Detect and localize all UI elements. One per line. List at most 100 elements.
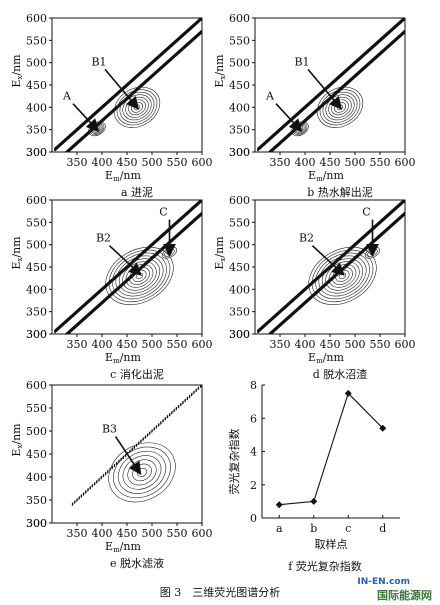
y-axis-label: Ex/nm <box>10 423 24 457</box>
y-axis-label-rest: /nm <box>10 423 23 445</box>
y-axis-label-rest: /nm <box>10 54 23 76</box>
y-tick-label: 300 <box>26 517 47 530</box>
x-tick-label: 450 <box>320 338 341 351</box>
panel-f: 0 2 4 6 8 a b c d 取样点 荧光复杂指数 f 荧光复杂指数 <box>227 379 400 573</box>
contour-line <box>105 246 174 305</box>
x-axis-label: Em/nm <box>105 540 141 554</box>
x-axis-label-rest: /nm <box>120 169 142 182</box>
scatter-band-line <box>66 213 202 334</box>
figure-caption: 图 3 三维荧光图谱分析 <box>159 586 281 599</box>
contour-line <box>331 99 349 116</box>
x-tick-label: 550 <box>167 527 188 540</box>
y-tick-label: 450 <box>26 448 47 461</box>
contour-group-c <box>53 200 202 334</box>
y-tick-label: 600 <box>229 194 250 207</box>
annotation-arrow <box>114 435 142 476</box>
contour-line <box>122 455 162 490</box>
x-tick-label: 350 <box>270 338 291 351</box>
annotation-arrow <box>104 68 140 110</box>
watermark-bottom: 国际能源网 <box>377 589 432 602</box>
y-tick-label: 2 <box>250 479 257 492</box>
y-axis-label: Ex/nm <box>10 54 24 88</box>
contour-line <box>119 91 155 123</box>
x-tick-label: 600 <box>192 338 213 351</box>
y-tick-label: 300 <box>26 328 47 341</box>
contour-line <box>112 252 167 300</box>
y-tick-label: 300 <box>26 517 47 530</box>
annotation-arrow <box>72 103 100 133</box>
x-axis-label: Em/nm <box>105 169 141 183</box>
annotation-label-B2: B2 <box>96 232 111 245</box>
panel-caption-f: f 荧光复杂指数 <box>288 559 362 573</box>
y-axis-label: Ex/nm <box>213 54 227 88</box>
x-tick-label: 500 <box>142 338 163 351</box>
x-tick-label: 350 <box>67 527 88 540</box>
contour-group-d <box>256 200 405 334</box>
annotation-arrow <box>108 245 142 276</box>
x-axis-label-sub: m <box>113 357 120 365</box>
y-tick-label: 4 <box>250 446 257 459</box>
panel-caption-a: a 进泥 <box>121 186 153 199</box>
contour-group-a <box>53 18 202 152</box>
x-tick-label: 500 <box>345 156 366 169</box>
x-axis-label-rest: /nm <box>120 540 142 553</box>
contour-line <box>318 255 367 297</box>
contour-line <box>311 249 374 303</box>
x-axis-label-sub: m <box>113 175 120 183</box>
y-tick-label: 550 <box>26 216 47 229</box>
contour-line <box>132 269 147 282</box>
x-tick-label: 550 <box>167 338 188 351</box>
panel-caption-d: d 脱水沼渣 <box>313 367 368 381</box>
x-tick-label: 600 <box>395 338 416 351</box>
contour-line <box>115 255 164 297</box>
contour-line <box>116 89 158 126</box>
x-tick-label: 550 <box>370 338 391 351</box>
contour-line <box>128 99 146 116</box>
contour-line <box>319 89 361 126</box>
y-tick-label: 450 <box>229 79 250 92</box>
contour-line <box>316 86 364 128</box>
x-tick-label: 600 <box>192 156 213 169</box>
scatter-band-line <box>66 31 202 152</box>
contour-line <box>328 264 357 288</box>
x-tick-label: 450 <box>117 527 138 540</box>
annotation-arrow <box>275 103 303 133</box>
contour-line <box>127 459 157 486</box>
x-tick-label: 400 <box>92 527 113 540</box>
annotation-label-A: A <box>265 90 275 103</box>
x-tick-label: a <box>276 522 283 535</box>
y-tick-label: 400 <box>229 283 250 296</box>
x-tick-label: 550 <box>370 156 391 169</box>
y-tick-label: 300 <box>229 328 250 341</box>
scatter-band-line <box>53 18 202 152</box>
y-axis-label-sub: x <box>219 258 227 262</box>
x-tick-label: 400 <box>295 156 316 169</box>
x-axis-label: Em/nm <box>105 351 141 365</box>
x-tick-label: 400 <box>92 338 113 351</box>
x-tick-label: 600 <box>395 156 416 169</box>
y-tick-label: 8 <box>250 379 257 392</box>
contour-line <box>113 86 161 128</box>
y-axis-label-rest: /nm <box>213 54 226 76</box>
y-tick-label: 350 <box>26 124 47 137</box>
x-axis-label: Em/nm <box>308 351 344 365</box>
x-tick-label: 450 <box>320 156 341 169</box>
annotation-arrow <box>311 245 345 276</box>
y-tick-label: 600 <box>26 379 47 392</box>
y-tick-label: 400 <box>26 471 47 484</box>
x-axis-label-sub: m <box>316 175 323 183</box>
x-tick-label: 500 <box>142 527 163 540</box>
scatter-band-line <box>256 200 405 334</box>
y-tick-label: 350 <box>229 124 250 137</box>
y-tick-label: 6 <box>250 412 257 425</box>
x-tick-label: 500 <box>142 156 163 169</box>
y-tick-label: 300 <box>26 146 47 159</box>
watermark-top: IN-EN.com <box>357 577 410 587</box>
annotation-label-C: C <box>362 206 370 219</box>
y-tick-label: 500 <box>229 239 250 252</box>
scatter-band-line <box>269 31 405 152</box>
y-tick-label: 300 <box>229 146 250 159</box>
panel-caption-e: e 脱水滤液 <box>110 556 164 570</box>
